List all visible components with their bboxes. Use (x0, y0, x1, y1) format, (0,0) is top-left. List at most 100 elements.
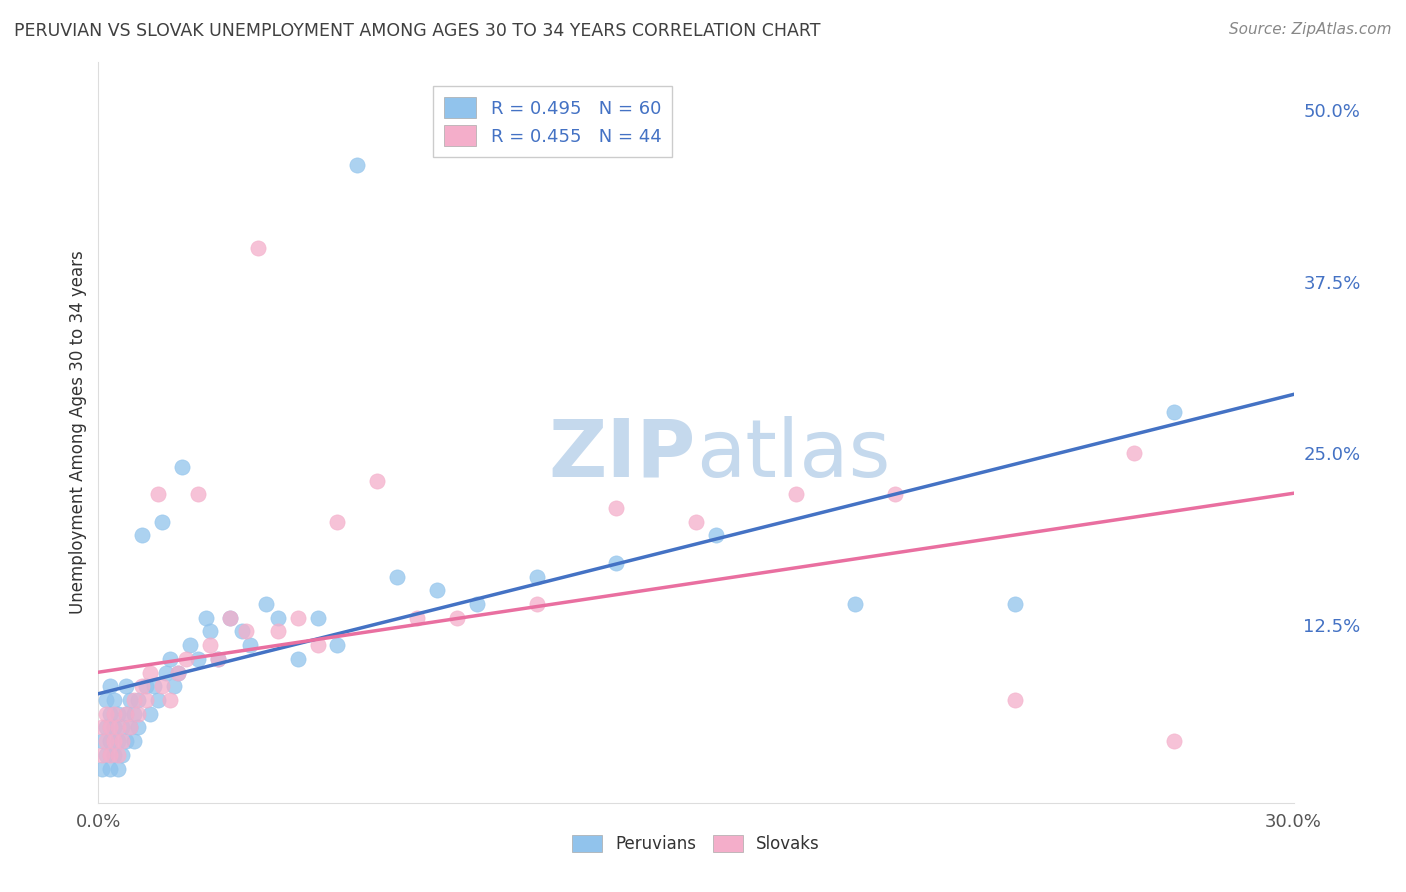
Point (131, 679, 153, 693)
Point (267, 611, 290, 625)
Point (159, 693, 181, 707)
Point (91, 747, 114, 762)
Y-axis label: Unemployment Among Ages 30 to 34 years: Unemployment Among Ages 30 to 34 years (69, 251, 87, 615)
Point (785, 487, 807, 501)
Point (120, 693, 142, 707)
Point (219, 611, 242, 625)
Point (187, 652, 209, 666)
Legend: Peruvians, Slovaks: Peruvians, Slovaks (564, 826, 828, 861)
Point (120, 720, 142, 734)
Point (426, 583, 449, 598)
Point (115, 706, 138, 721)
Point (103, 706, 125, 721)
Point (91, 762, 114, 776)
Point (366, 474, 388, 488)
Point (115, 706, 138, 721)
Point (239, 638, 262, 652)
Point (139, 706, 162, 721)
Point (124, 693, 146, 707)
Point (167, 665, 190, 680)
Point (235, 624, 257, 639)
Point (685, 515, 707, 529)
Point (385, 569, 409, 583)
Point (98, 706, 122, 721)
Point (98, 679, 122, 693)
Point (107, 706, 129, 721)
Point (163, 679, 186, 693)
Text: atlas: atlas (696, 416, 890, 494)
Point (287, 652, 309, 666)
Point (91, 720, 114, 734)
Point (179, 638, 201, 652)
Point (135, 679, 157, 693)
Point (124, 734, 146, 748)
Point (1163, 405, 1185, 419)
Point (1123, 446, 1146, 460)
Point (150, 515, 173, 529)
Point (207, 652, 229, 666)
Point (124, 706, 146, 721)
Point (844, 597, 866, 611)
Point (198, 638, 221, 652)
Point (307, 611, 329, 625)
Point (231, 624, 253, 639)
Point (96, 734, 118, 748)
Point (287, 611, 309, 625)
Point (115, 679, 138, 693)
Point (187, 487, 209, 501)
Point (1004, 597, 1026, 611)
Point (115, 734, 138, 748)
Point (704, 528, 727, 542)
Point (143, 679, 166, 693)
Point (148, 487, 170, 501)
Point (139, 665, 162, 680)
Point (98, 762, 122, 776)
Text: ZIP: ZIP (548, 416, 696, 494)
Point (1163, 734, 1185, 748)
Point (96, 747, 118, 762)
Point (167, 665, 190, 680)
Point (406, 611, 429, 625)
Point (254, 597, 277, 611)
Point (111, 747, 134, 762)
Point (103, 734, 125, 748)
Point (103, 720, 125, 734)
Text: Source: ZipAtlas.com: Source: ZipAtlas.com (1229, 22, 1392, 37)
Point (155, 665, 177, 680)
Point (326, 515, 349, 529)
Point (131, 528, 153, 542)
Point (107, 720, 129, 734)
Point (107, 762, 129, 776)
Point (107, 734, 129, 748)
Point (195, 611, 218, 625)
Point (91, 734, 114, 748)
Point (219, 611, 242, 625)
Point (174, 652, 197, 666)
Point (111, 720, 134, 734)
Point (326, 638, 349, 652)
Point (605, 556, 627, 570)
Point (207, 652, 229, 666)
Point (127, 706, 149, 721)
Point (1004, 693, 1026, 707)
Point (465, 597, 488, 611)
Point (605, 501, 627, 516)
Point (446, 611, 468, 625)
Point (127, 693, 149, 707)
Point (526, 597, 548, 611)
Point (96, 706, 118, 721)
Point (346, 158, 368, 172)
Point (267, 624, 290, 639)
Point (96, 720, 118, 734)
Point (127, 720, 149, 734)
Point (98, 747, 122, 762)
Point (111, 734, 134, 748)
Point (98, 720, 122, 734)
Point (884, 487, 907, 501)
Point (307, 638, 329, 652)
Point (198, 624, 221, 639)
Point (107, 747, 129, 762)
Point (159, 652, 181, 666)
Point (148, 693, 170, 707)
Point (135, 693, 157, 707)
